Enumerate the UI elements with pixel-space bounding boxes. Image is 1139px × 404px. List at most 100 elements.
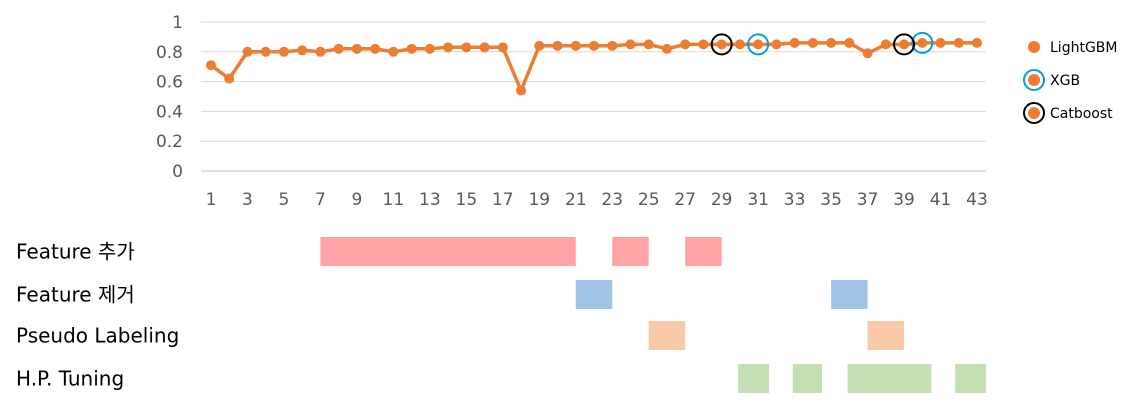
data-point — [333, 43, 344, 54]
legend-label: Catboost — [1050, 106, 1113, 122]
data-point — [589, 40, 599, 51]
x-tick-label: 9 — [351, 190, 362, 210]
timeline-bar — [867, 321, 905, 350]
data-point — [643, 39, 654, 50]
data-point — [242, 46, 253, 57]
data-point — [534, 40, 545, 51]
data-point — [424, 43, 435, 54]
legend: LightGBM XGB Catboost — [1023, 40, 1117, 124]
data-point — [516, 85, 527, 96]
timeline-bar — [738, 364, 770, 393]
legend-marker — [1028, 107, 1040, 119]
x-tick-label: 17 — [492, 190, 514, 210]
x-tick-label: 11 — [383, 190, 405, 210]
highlight-ring — [911, 31, 934, 54]
x-tick-label: 19 — [528, 190, 550, 210]
data-point — [370, 43, 381, 54]
data-point — [260, 46, 271, 57]
x-tick-label: 41 — [930, 190, 952, 210]
x-tick-label: 43 — [966, 190, 988, 210]
series-lightgbm — [206, 37, 982, 96]
x-tick-label: 23 — [601, 190, 623, 210]
timeline: Feature 추가 Feature 제거 Pseudo Labeling H.P. … — [16, 237, 987, 393]
data-point — [278, 46, 289, 57]
data-point — [734, 39, 745, 50]
timeline-bar — [648, 321, 686, 350]
data-point — [716, 39, 727, 50]
highlight-rings — [710, 31, 934, 56]
timeline-bar — [847, 364, 932, 393]
x-tick-label: 5 — [279, 190, 290, 210]
timeline-row-label: Feature 추가 — [16, 240, 135, 264]
legend-marker — [1028, 41, 1040, 53]
highlight-ring — [710, 33, 733, 56]
legend-label: XGB — [1050, 73, 1080, 89]
legend-ring — [1023, 102, 1045, 124]
x-tick-label: 3 — [242, 190, 253, 210]
timeline-row-label: H.P. Tuning — [16, 367, 124, 391]
data-point — [862, 48, 873, 59]
data-point — [297, 45, 308, 56]
data-point — [917, 37, 928, 48]
x-tick-label: 25 — [638, 190, 660, 210]
data-point — [570, 40, 581, 51]
x-tick-label: 29 — [711, 190, 733, 210]
data-point — [497, 42, 508, 53]
timeline-row-label: Feature 제거 — [16, 283, 135, 307]
data-point — [406, 43, 417, 54]
y-tick-label: 0.8 — [156, 43, 183, 63]
timeline-bar — [831, 280, 868, 309]
x-axis-ticks: 1 3 5 7 9 11 13 15 17 19 21 23 25 27 29 31 33 35 37 39 41 43 — [206, 190, 988, 210]
x-tick-label: 39 — [893, 190, 915, 210]
legend-label: LightGBM — [1050, 40, 1117, 56]
data-point — [479, 42, 490, 53]
timeline-bar — [612, 237, 649, 266]
gridlines — [201, 21, 986, 172]
data-point — [625, 39, 636, 50]
y-tick-label: 0.4 — [156, 102, 183, 122]
x-tick-label: 27 — [674, 190, 696, 210]
highlight-ring — [747, 33, 770, 56]
x-tick-label: 35 — [820, 190, 842, 210]
data-point — [844, 37, 855, 48]
data-point — [680, 39, 691, 50]
x-tick-label: 37 — [857, 190, 879, 210]
highlight-ring — [893, 33, 916, 56]
x-tick-label: 13 — [419, 190, 441, 210]
x-tick-label: 33 — [784, 190, 806, 210]
y-tick-label: 1 — [172, 13, 183, 33]
x-tick-label: 7 — [315, 190, 326, 210]
x-tick-label: 15 — [456, 190, 478, 210]
y-tick-label: 0.2 — [156, 132, 183, 152]
y-tick-label: 0.6 — [156, 73, 183, 93]
x-tick-label: 31 — [747, 190, 769, 210]
data-point — [789, 37, 800, 48]
data-point — [351, 43, 362, 54]
x-tick-label: 1 — [206, 190, 217, 210]
data-point — [753, 39, 764, 50]
data-point — [315, 46, 326, 57]
data-point — [388, 46, 399, 57]
data-point — [461, 42, 472, 53]
data-point — [607, 40, 618, 51]
timeline-bar — [955, 364, 987, 393]
data-point — [443, 42, 454, 53]
timeline-bar — [685, 237, 722, 266]
y-axis-ticks: 0 0.2 0.4 0.6 0.8 1 — [156, 13, 183, 182]
legend-ring — [1023, 69, 1045, 91]
data-point — [661, 43, 672, 54]
timeline-row-label: Pseudo Labeling — [16, 324, 179, 348]
data-point — [206, 60, 216, 71]
data-point — [880, 39, 891, 50]
data-point — [698, 39, 709, 50]
timeline-bar — [320, 237, 576, 266]
data-point — [899, 39, 910, 50]
data-point — [771, 39, 782, 50]
data-point — [972, 37, 982, 48]
data-point — [224, 73, 235, 84]
data-point — [807, 37, 818, 48]
y-tick-label: 0 — [172, 162, 183, 182]
timeline-bar — [575, 280, 613, 309]
data-point — [935, 37, 946, 48]
